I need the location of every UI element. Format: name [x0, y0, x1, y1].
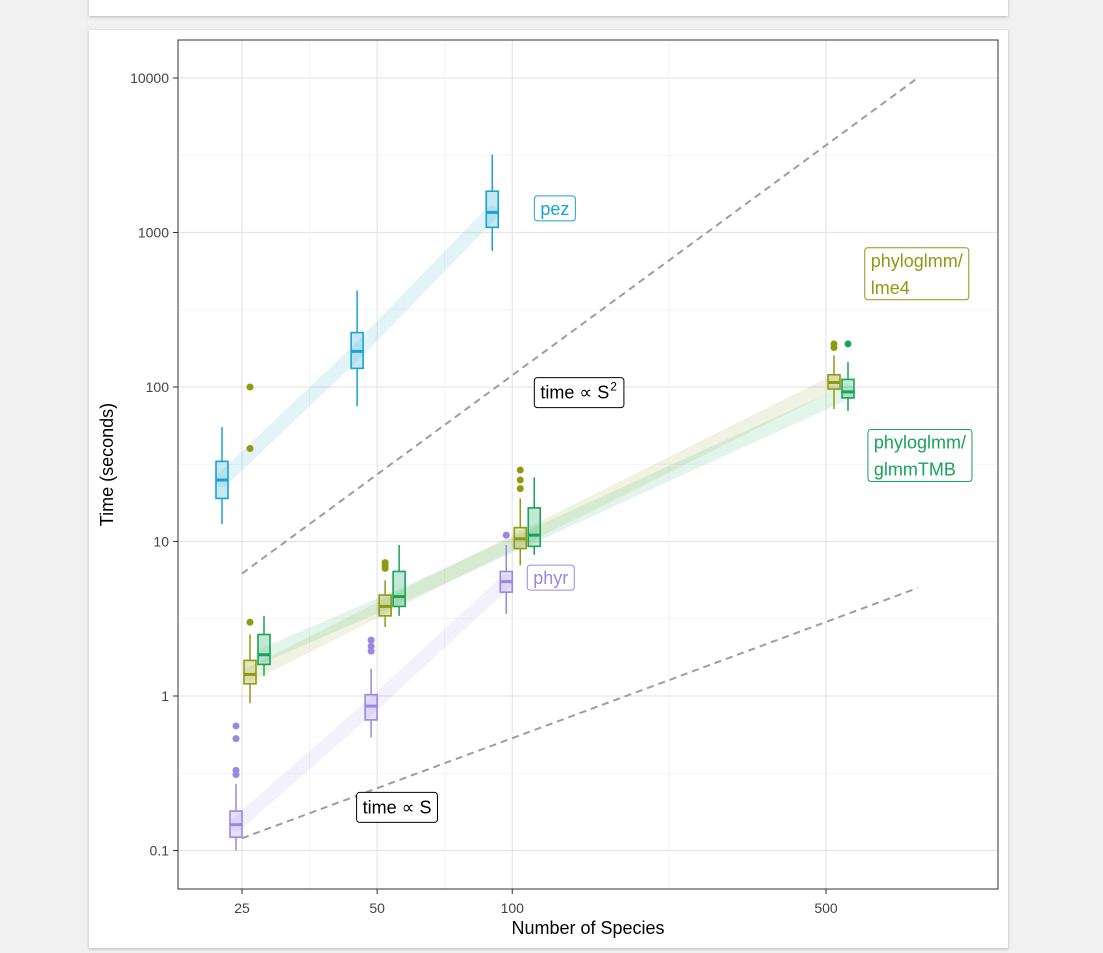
- outlier-point: [367, 636, 375, 644]
- outlier-point: [246, 383, 254, 391]
- annotation-box: [356, 791, 438, 823]
- x-tick-label: 500: [814, 900, 838, 916]
- plot-panel-border: [177, 39, 999, 890]
- boxplot: [485, 154, 500, 251]
- x-tick-label: 50: [369, 900, 385, 916]
- reference-line: [241, 587, 918, 840]
- x-axis-ticks: 25 50 100 500: [234, 889, 838, 916]
- annotation-superscript: 2: [610, 380, 617, 394]
- outlier-point: [246, 444, 254, 452]
- reference-lines: [241, 77, 919, 840]
- boxplot: [364, 636, 378, 738]
- box-iqr: [257, 633, 271, 666]
- y-tick-label: 0.1: [150, 843, 170, 859]
- scaling-annotation: time ∝ S: [356, 791, 438, 823]
- y-axis-ticks: 0.1 1 10 100 1000 10000: [130, 70, 178, 859]
- outlier-point: [516, 466, 524, 474]
- series-label-box: [526, 564, 575, 591]
- x-axis-title: Number of Species: [511, 918, 664, 938]
- box-iqr: [392, 570, 406, 608]
- y-axis-title: Time (seconds): [97, 403, 117, 526]
- series-label-text: phyloglmm/: [871, 251, 963, 271]
- series-label: phyloglmm/lme4: [864, 247, 970, 301]
- box-iqr: [841, 378, 855, 399]
- outlier-point: [246, 618, 254, 626]
- y-tick-label: 1: [161, 688, 169, 704]
- trend-ribbon: [243, 375, 841, 682]
- previous-card: [89, 0, 1008, 16]
- annotation-text: time ∝ S: [540, 383, 609, 403]
- boxplot: [827, 340, 841, 410]
- boxplot: [527, 477, 542, 555]
- y-tick-label: 10000: [130, 70, 169, 86]
- series-label-text: phyloglmm/: [874, 432, 966, 452]
- outlier-point: [367, 642, 375, 650]
- series-label-text: pez: [540, 199, 569, 219]
- series-label-box: [864, 247, 970, 301]
- boxplot: [392, 544, 406, 616]
- boxplot: [513, 466, 528, 566]
- boxplot: [215, 427, 229, 524]
- annotation-text: time ∝ S: [363, 797, 432, 817]
- outlier-point: [367, 647, 375, 655]
- outlier-point: [381, 559, 389, 567]
- box-iqr: [527, 507, 542, 548]
- y-tick-label: 100: [146, 379, 170, 395]
- boxplot: [350, 290, 364, 407]
- outlier-point: [516, 476, 524, 484]
- series-label-box: [867, 428, 973, 482]
- trend-ribbon: [257, 384, 855, 662]
- boxplot: [841, 340, 855, 411]
- outlier-point: [502, 531, 510, 539]
- series-label-text: phyr: [533, 568, 568, 588]
- outlier-point: [516, 485, 524, 493]
- box-iqr: [243, 659, 257, 685]
- series-label: phyloglmm/glmmTMB: [867, 428, 973, 482]
- series-label-text: glmmTMB: [874, 459, 956, 479]
- series-label: phyr: [526, 564, 575, 591]
- outlier-point: [232, 766, 240, 774]
- outlier-point: [830, 340, 838, 348]
- boxplot: [257, 615, 271, 676]
- box-iqr: [485, 190, 500, 229]
- boxplot: [243, 383, 257, 704]
- x-tick-label: 25: [234, 900, 250, 916]
- boxplot: [229, 722, 243, 851]
- boxplots: [215, 154, 855, 851]
- x-tick-label: 100: [501, 900, 525, 916]
- series-label-box: [533, 195, 576, 222]
- boxplot: [378, 559, 392, 627]
- outlier-point: [232, 722, 240, 730]
- outlier-point: [844, 340, 852, 348]
- y-tick-label: 10: [153, 534, 169, 550]
- series-label: pez: [533, 195, 576, 222]
- series-label-text: lme4: [871, 278, 910, 298]
- boxplot: [499, 531, 514, 614]
- reference-line: [241, 77, 919, 575]
- annotation-box: [533, 377, 625, 409]
- y-tick-label: 1000: [138, 225, 169, 241]
- outlier-point: [232, 735, 240, 743]
